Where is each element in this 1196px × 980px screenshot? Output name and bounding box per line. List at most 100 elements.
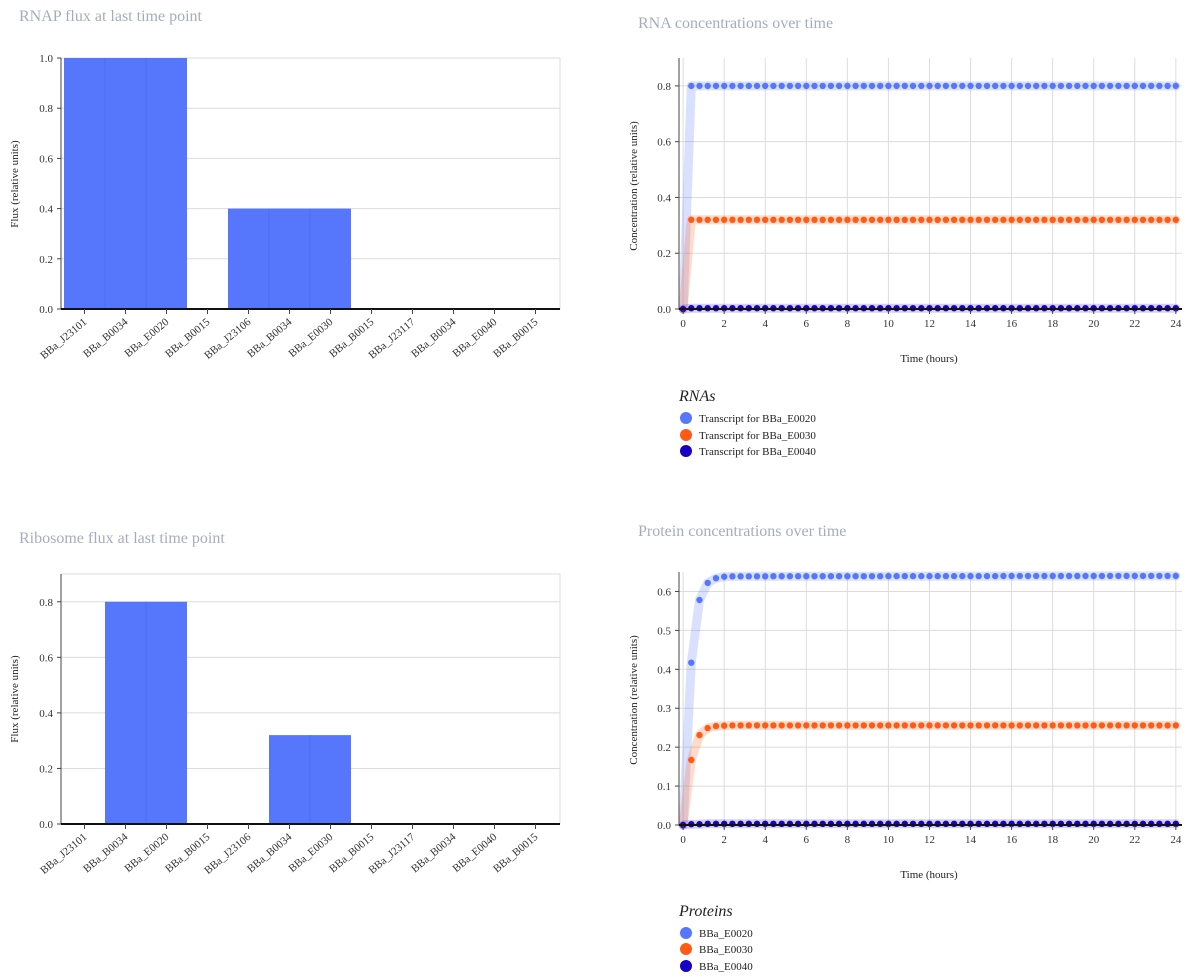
rna-series-point	[712, 216, 720, 223]
rna-series-point	[909, 82, 917, 90]
protein-legend: Proteins BBa_E0020 BBa_E0030 BBa_E0040	[678, 903, 753, 973]
rna-series-point	[926, 82, 933, 90]
protein-series-point	[1123, 722, 1130, 729]
protein-series-point	[745, 820, 752, 827]
protein-series-point	[1074, 820, 1081, 827]
rna-series-point	[877, 216, 884, 223]
protein-series-point	[1172, 572, 1180, 580]
ribosome-bar	[310, 735, 351, 824]
protein-series-point	[1131, 572, 1139, 580]
rna-legend-swatch-e0040	[680, 445, 692, 457]
rna-legend-label-e0030: Transcript for BBa_E0030	[699, 430, 816, 442]
rna-series-point	[967, 216, 974, 223]
rna-series-point	[1164, 82, 1171, 90]
protein-series-point	[704, 579, 711, 587]
protein-series-point	[762, 722, 769, 729]
rnap-bar	[310, 208, 351, 309]
rna-series-point	[959, 82, 966, 90]
rna-legend-swatch-e0020	[680, 412, 692, 424]
rnap-xtick-label: BBa_B0034	[81, 316, 131, 360]
rna-xtick-label: 20	[1088, 318, 1100, 330]
protein-series-point	[778, 820, 785, 827]
rna-series-point	[909, 216, 917, 223]
protein-legend-label-e0040: BBa_E0040	[699, 961, 753, 973]
protein-series-point	[794, 820, 802, 827]
protein-series-point	[1065, 820, 1073, 827]
protein-series-point	[1139, 572, 1147, 580]
protein-series-point	[721, 573, 728, 580]
protein-series-point	[1106, 722, 1114, 729]
rna-legend-label-e0020: Transcript for BBa_E0020	[699, 413, 816, 425]
protein-series-point	[885, 722, 892, 729]
protein-series-point	[975, 722, 982, 729]
rnap-ytick-label: 1.0	[39, 53, 53, 65]
rna-series-point	[819, 82, 826, 90]
rnap-bar	[269, 208, 310, 309]
rna-xtick-label: 0	[680, 318, 686, 330]
protein-series-point	[1065, 722, 1073, 729]
protein-xtick-label: 0	[680, 834, 686, 846]
rna-series-point	[1115, 216, 1122, 223]
rna-series-point	[893, 82, 900, 90]
rna-series-point	[1033, 82, 1040, 90]
rna-series-point	[827, 82, 835, 90]
rna-series-point	[1082, 216, 1089, 223]
protein-series-point	[852, 573, 859, 580]
rna-ytick-label: 0.4	[657, 192, 671, 204]
protein-series-point	[983, 572, 991, 580]
protein-series-point	[1082, 820, 1089, 827]
protein-xtick-label: 16	[1006, 834, 1018, 846]
rna-series-point	[778, 216, 785, 223]
protein-x-axis-label: Time (hours)	[900, 869, 958, 881]
rna-y-axis-label: Concentration (relative units)	[628, 121, 640, 251]
ribosome-xtick-label: BBa_B0034	[409, 831, 459, 875]
rna-series-point	[1156, 82, 1163, 90]
rna-series-point	[1090, 82, 1097, 90]
protein-series-point	[729, 573, 736, 580]
protein-series-point	[753, 722, 761, 729]
rna-series-point	[1008, 216, 1015, 223]
protein-series-point	[918, 572, 925, 580]
rna-series-point	[770, 82, 777, 90]
protein-series-point	[729, 722, 736, 729]
protein-xtick-label: 8	[845, 834, 851, 846]
rna-series-point	[745, 82, 752, 90]
protein-series-point	[901, 572, 908, 580]
rna-series-point	[1123, 82, 1130, 90]
protein-series-point	[1041, 820, 1048, 827]
rna-series-point	[729, 216, 736, 223]
protein-series-point	[786, 820, 794, 827]
protein-series-point	[1041, 572, 1048, 580]
rna-series-point	[926, 216, 933, 223]
rna-xtick-label: 18	[1047, 318, 1059, 330]
rna-series-point	[844, 82, 851, 90]
protein-series-point	[745, 573, 752, 580]
rna-ytick-label: 0.0	[657, 304, 671, 316]
protein-legend-swatch-e0040	[680, 960, 692, 972]
protein-series-point	[844, 573, 851, 580]
protein-series-point	[811, 722, 818, 729]
rna-xtick-label: 6	[804, 318, 810, 330]
protein-series-point	[1148, 722, 1155, 729]
rna-series-point	[967, 82, 974, 90]
rna-series-point	[835, 82, 843, 90]
rna-series-point	[1016, 82, 1023, 90]
protein-series-point	[1115, 722, 1122, 729]
protein-legend-label-e0020: BBa_E0020	[699, 928, 753, 940]
protein-series-point	[942, 722, 950, 729]
protein-series-point	[1098, 572, 1106, 580]
protein-series-point	[1074, 722, 1081, 729]
rnap-xtick-label: BBa_B0034	[409, 316, 459, 360]
protein-series-point	[1016, 572, 1023, 580]
protein-series-point	[819, 573, 826, 580]
rnap-chart-title: RNAP flux at last time point	[19, 8, 203, 25]
protein-xtick-label: 18	[1047, 834, 1059, 846]
protein-series-point	[1131, 722, 1139, 729]
protein-series-point	[877, 820, 884, 827]
rna-series-point	[737, 216, 744, 223]
protein-series-point	[1049, 572, 1056, 580]
rna-series-point	[959, 216, 966, 223]
protein-series-point	[1024, 820, 1032, 827]
protein-series-point	[827, 722, 835, 729]
rna-series-point	[983, 216, 991, 223]
